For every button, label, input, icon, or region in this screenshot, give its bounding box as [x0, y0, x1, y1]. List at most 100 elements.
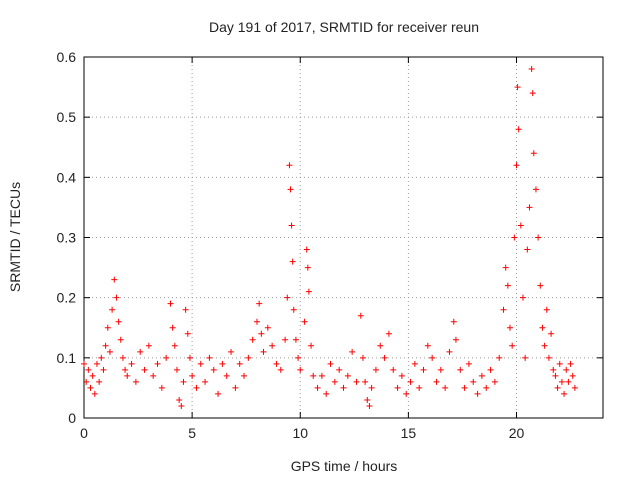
data-point — [561, 390, 568, 397]
data-point — [202, 378, 209, 385]
data-point — [543, 306, 550, 313]
data-point — [115, 318, 122, 325]
data-point — [416, 384, 423, 391]
data-point — [141, 366, 148, 373]
data-point — [117, 336, 124, 343]
data-point — [128, 360, 135, 367]
data-point — [362, 378, 369, 385]
data-point — [301, 318, 308, 325]
data-point — [295, 354, 302, 361]
data-point — [433, 378, 440, 385]
data-point — [106, 348, 113, 355]
data-point — [517, 222, 524, 229]
data-point — [500, 306, 507, 313]
data-point — [186, 354, 193, 361]
data-point — [292, 336, 299, 343]
y-tick-label: 0.5 — [57, 109, 77, 125]
data-point — [102, 342, 109, 349]
data-point — [305, 288, 312, 295]
data-point — [450, 318, 457, 325]
x-tick-label: 0 — [80, 425, 88, 441]
data-point — [163, 354, 170, 361]
data-point — [113, 294, 120, 301]
data-point — [89, 372, 96, 379]
data-point — [507, 324, 514, 331]
data-point — [554, 384, 561, 391]
data-point — [509, 342, 516, 349]
data-point — [357, 312, 364, 319]
y-tick-label: 0.2 — [57, 290, 77, 306]
data-point — [465, 360, 472, 367]
data-point — [158, 384, 165, 391]
data-point — [452, 336, 459, 343]
data-point — [119, 354, 126, 361]
y-tick-label: 0.4 — [57, 169, 77, 185]
data-point — [550, 366, 557, 373]
data-point — [532, 186, 539, 193]
data-point — [483, 384, 490, 391]
data-point — [288, 222, 295, 229]
x-axis-label: GPS time / hours — [291, 458, 398, 474]
data-point — [104, 324, 111, 331]
data-point — [137, 348, 144, 355]
data-point — [304, 264, 311, 271]
data-point — [420, 366, 427, 373]
y-tick-label: 0.1 — [57, 350, 77, 366]
data-point — [530, 150, 537, 157]
data-point — [254, 318, 260, 325]
data-point — [184, 330, 191, 337]
data-point — [353, 378, 360, 385]
data-point — [178, 402, 185, 409]
data-point — [385, 330, 392, 337]
data-point — [558, 378, 565, 385]
data-point — [228, 348, 235, 355]
data-point — [336, 366, 343, 373]
data-point — [446, 348, 453, 355]
plot-frame — [83, 56, 604, 419]
data-point — [93, 360, 100, 367]
data-point — [556, 360, 563, 367]
data-point — [403, 390, 410, 397]
data-point — [487, 366, 494, 373]
data-point — [513, 162, 520, 169]
y-tick-label: 0 — [68, 410, 76, 426]
data-point — [197, 360, 204, 367]
data-point — [470, 378, 477, 385]
data-point — [541, 342, 548, 349]
data-point — [437, 366, 444, 373]
data-point — [122, 366, 129, 373]
data-point — [277, 366, 284, 373]
data-points — [81, 66, 578, 409]
data-point — [219, 360, 226, 367]
data-point — [241, 372, 248, 379]
data-point — [390, 366, 397, 373]
data-point — [154, 360, 161, 367]
x-tick-label: 15 — [401, 425, 417, 441]
data-point — [132, 378, 139, 385]
data-point — [407, 378, 414, 385]
data-point — [318, 372, 325, 379]
data-point — [189, 372, 196, 379]
data-point — [176, 396, 183, 403]
y-tick-label: 0.3 — [57, 230, 77, 246]
data-point — [308, 342, 315, 349]
data-point — [496, 354, 503, 361]
data-point — [548, 330, 555, 337]
data-point — [282, 336, 289, 343]
data-point — [331, 378, 338, 385]
data-point — [545, 354, 552, 361]
data-point — [474, 390, 481, 397]
data-point — [381, 354, 388, 361]
data-point — [171, 342, 178, 349]
data-point — [210, 366, 217, 373]
data-point — [260, 348, 267, 355]
data-point — [519, 294, 526, 301]
data-point — [269, 342, 276, 349]
data-point — [569, 372, 576, 379]
data-point — [398, 372, 405, 379]
data-point — [461, 384, 468, 391]
data-point — [310, 372, 317, 379]
data-point — [424, 342, 431, 349]
data-point — [167, 300, 174, 307]
data-point — [258, 330, 265, 337]
